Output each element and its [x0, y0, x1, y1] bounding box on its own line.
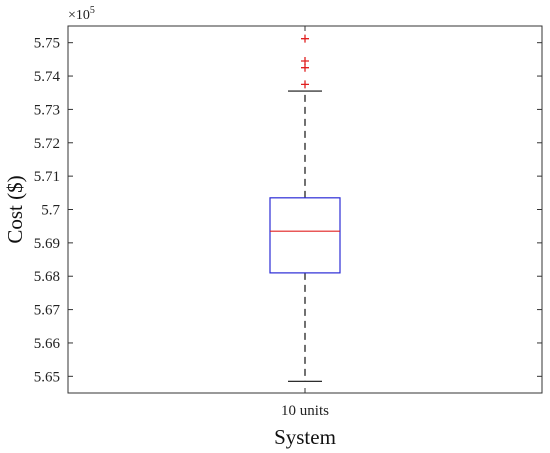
y-tick-label: 5.7	[41, 203, 60, 219]
y-axis-title: Cost ($)	[3, 175, 27, 243]
x-axis-title: System	[274, 425, 336, 449]
x-tick-label: 10 units	[281, 403, 329, 419]
y-exponent-power: 5	[90, 5, 95, 16]
y-tick-label: 5.65	[34, 369, 60, 385]
svg-text:×105: ×105	[68, 5, 95, 23]
y-tick-label: 5.72	[34, 136, 60, 152]
y-exponent-label: ×105	[68, 5, 95, 23]
y-tick-label: 5.67	[34, 303, 61, 319]
y-axis: 5.65 5.66 5.67 5.68 5.69 5.7 5.71 5.72 5.73 5.74 5…	[34, 36, 542, 385]
y-tick-label: 5.74	[34, 69, 61, 85]
y-tick-label: 5.69	[34, 236, 60, 252]
outlier-marker	[301, 63, 309, 72]
x-axis: 10 units	[281, 26, 329, 419]
y-exponent-base: ×10	[68, 8, 90, 23]
y-tick-label: 5.71	[34, 169, 60, 185]
outlier-marker	[301, 57, 309, 66]
outlier-marker	[301, 80, 309, 89]
y-tick-label: 5.73	[34, 102, 60, 118]
box-series	[269, 34, 341, 382]
y-tick-label: 5.68	[34, 269, 60, 285]
y-tick-label: 5.66	[34, 336, 61, 352]
outlier-marker	[301, 34, 309, 43]
y-tick-label: 5.75	[34, 36, 60, 52]
interquartile-box	[269, 197, 341, 274]
box-item	[269, 34, 341, 382]
